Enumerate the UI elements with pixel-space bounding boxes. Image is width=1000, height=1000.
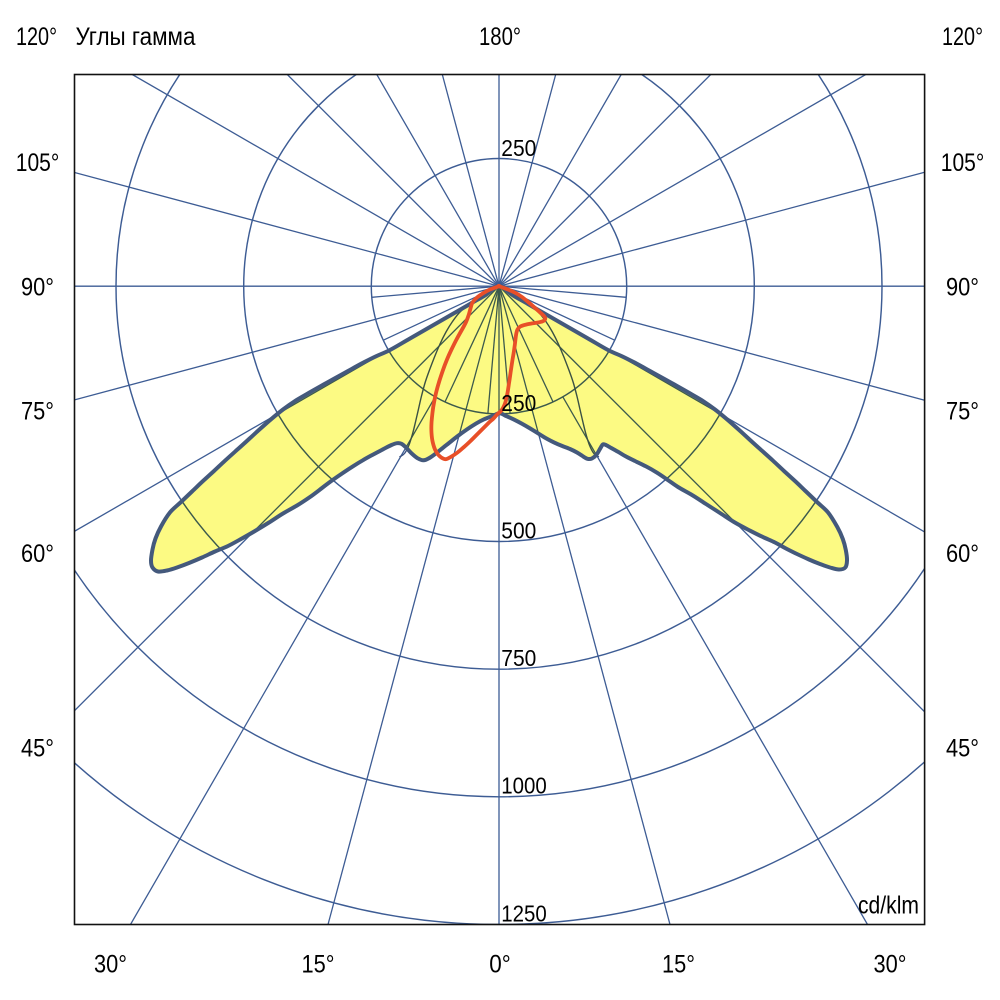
svg-text:90°: 90° (946, 274, 979, 302)
svg-text:105°: 105° (941, 149, 985, 177)
svg-text:60°: 60° (21, 540, 54, 568)
svg-text:60°: 60° (946, 540, 979, 568)
svg-text:1250: 1250 (501, 900, 547, 926)
svg-text:30°: 30° (874, 950, 907, 978)
svg-text:180°: 180° (479, 23, 521, 51)
svg-text:500: 500 (501, 517, 536, 543)
svg-text:15°: 15° (302, 950, 335, 978)
svg-text:120°: 120° (16, 23, 57, 51)
svg-text:250: 250 (501, 135, 536, 161)
svg-text:30°: 30° (94, 950, 127, 978)
svg-text:15°: 15° (662, 950, 695, 978)
svg-text:75°: 75° (946, 398, 979, 426)
svg-text:120°: 120° (942, 23, 983, 51)
svg-text:105°: 105° (16, 149, 60, 177)
svg-text:75°: 75° (21, 398, 54, 426)
svg-text:45°: 45° (21, 735, 54, 763)
svg-text:45°: 45° (946, 735, 979, 763)
svg-text:Углы гамма: Углы гамма (76, 23, 196, 51)
svg-text:0°: 0° (489, 950, 511, 978)
svg-text:1000: 1000 (501, 773, 547, 799)
svg-text:750: 750 (501, 645, 536, 671)
svg-text:cd/klm: cd/klm (858, 892, 919, 920)
svg-text:250: 250 (501, 390, 536, 416)
svg-text:90°: 90° (21, 274, 54, 302)
